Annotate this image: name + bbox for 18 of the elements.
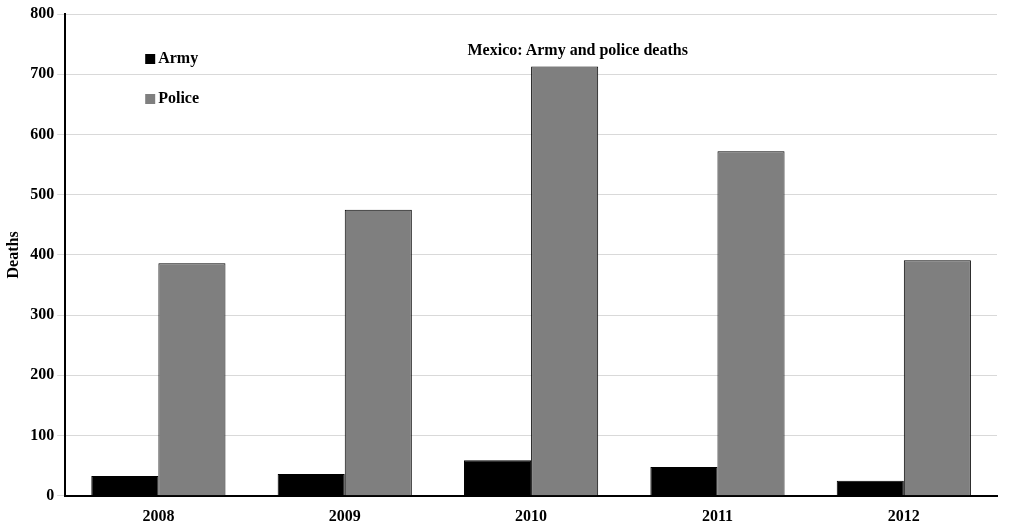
x-tick-label: 2008 [142,506,175,524]
x-tick-label: 2011 [701,506,734,524]
x-tick-label: 2012 [887,506,920,524]
text: Mexico: Army and police deaths [467,41,688,60]
y-tick-label: 600 [30,124,55,142]
y-tick-label: 0 [46,485,55,503]
y-tick-label: 200 [30,365,55,383]
x-tick-label: 2010 [515,506,548,524]
y-tick-label: 500 [30,184,55,202]
y-tick-label: 400 [30,245,55,263]
legend-label: Army [158,49,199,68]
y-tick-label: 700 [30,64,55,82]
x-tick-label: 2009 [328,506,361,524]
y-tick-label: 100 [30,425,55,443]
legend-label: Police [158,89,200,107]
y-axis-title: Deaths [3,231,21,279]
y-tick-label: 800 [30,4,55,22]
y-tick-label: 300 [30,305,55,323]
